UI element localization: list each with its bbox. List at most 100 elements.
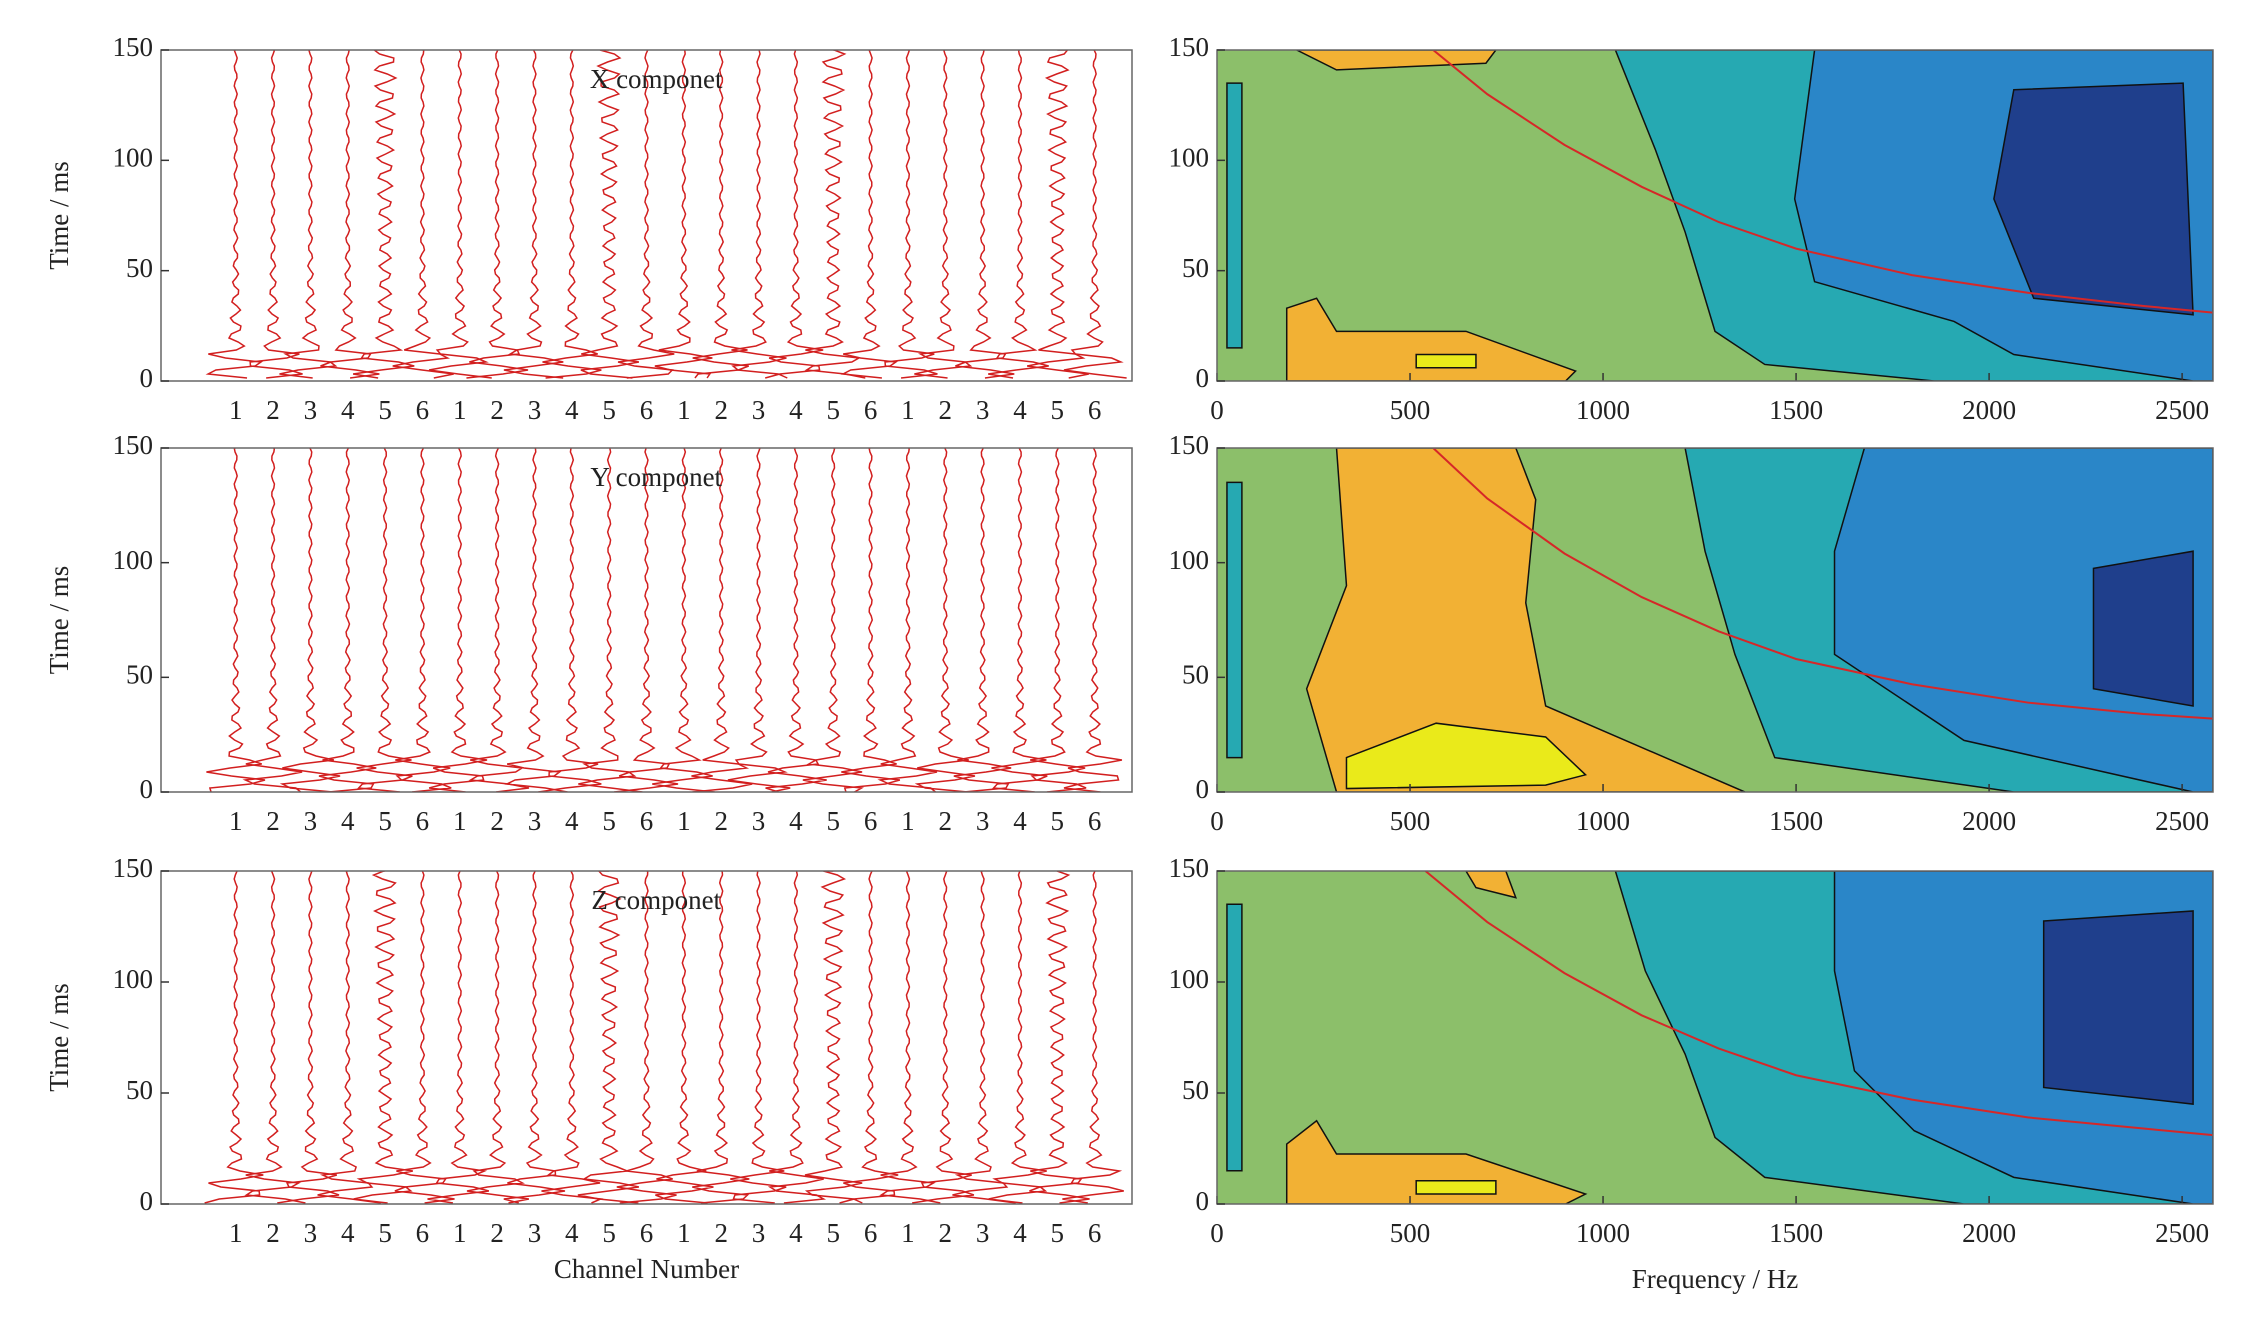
x-tick-label: 1 [677,1218,691,1248]
trace [691,448,753,792]
x-tick-label: 6 [640,395,654,425]
x-tick-label: 0 [1210,1218,1224,1248]
trace [538,448,602,792]
x-tick-label: 5 [826,395,840,425]
y-tick-label: 100 [1169,964,1210,994]
trace [356,448,413,792]
x-tick-label: 1 [677,395,691,425]
trace [988,871,1048,1204]
contour-level [1285,297,1577,381]
y-tick-label: 150 [1169,430,1210,460]
y-tick-label: 100 [113,143,154,173]
x-tick-label: 1500 [1769,806,1823,836]
trace [503,871,566,1204]
x-tick-label: 2 [266,1218,280,1248]
y-tick-label: 100 [1169,545,1210,575]
x-tick-label: 1500 [1769,1218,1823,1248]
x-tick-label: 1 [229,806,243,836]
plot-frame [1216,870,2214,1205]
y-axis-label: Time / ms [44,566,74,675]
x-tick-label: 1 [453,806,467,836]
trace [318,448,377,792]
trace [1026,50,1089,379]
y-tick-label: 0 [140,1186,154,1216]
x-tick-label: 1 [901,1218,915,1248]
trace [580,50,640,379]
trace [504,448,568,792]
x-tick-label: 6 [864,1218,878,1248]
dispersion-curve [1432,50,2213,314]
x-tick-label: 3 [528,806,542,836]
x-tick-label: 5 [602,395,616,425]
x-tick-label: 4 [565,1218,579,1248]
y-tick-label: 100 [1169,143,1210,173]
x-tick-label: 6 [416,806,430,836]
contour-level [1226,82,1243,349]
y-tick-label: 50 [126,660,153,690]
x-tick-label: 5 [1051,1218,1065,1248]
trace [692,50,749,379]
trace [692,871,750,1204]
x-tick-label: 4 [1013,1218,1027,1248]
x-tick-label: 3 [304,395,318,425]
x-tick-label: 6 [640,806,654,836]
trace [879,871,941,1204]
x-tick-label: 3 [976,806,990,836]
trace [395,448,452,792]
contour-level [1415,353,1477,369]
plot-area [206,448,1123,792]
y-tick-label: 100 [113,964,154,994]
trace [204,871,264,1204]
x-tick-label: 5 [602,1218,616,1248]
x-tick-label: 500 [1390,1218,1431,1248]
trace [988,50,1049,379]
x-tick-label: 0 [1210,806,1224,836]
x-tick-label: 3 [304,1218,318,1248]
trace [914,50,973,379]
trace [616,871,677,1204]
x-tick-label: 3 [304,806,318,836]
trace [991,448,1048,792]
trace [840,50,898,379]
y-tick-label: 150 [113,430,154,460]
x-axis-label: Frequency / Hz [1632,1264,1798,1294]
trace [877,448,938,792]
trace [578,448,643,792]
x-tick-label: 2 [490,395,504,425]
contour-level [2042,910,2194,1105]
x-tick-label: 2000 [1962,1218,2016,1248]
x-tick-label: 3 [752,806,766,836]
plot-frame [1216,49,2214,382]
trace [503,50,564,379]
x-tick-label: 2 [266,806,280,836]
contour-level [1226,903,1243,1172]
x-tick-label: 6 [1088,395,1102,425]
x-tick-label: 2 [714,806,728,836]
x-tick-label: 5 [378,1218,392,1248]
x-tick-label: 2000 [1962,806,2016,836]
y-tick-label: 150 [1169,32,1210,62]
x-tick-label: 4 [341,806,355,836]
x-tick-label: 3 [528,1218,542,1248]
contour-level [1993,82,2194,316]
trace [392,50,454,379]
trace [466,871,530,1204]
x-tick-label: 5 [826,1218,840,1248]
y-tick-label: 0 [140,774,154,804]
x-tick-label: 4 [565,395,579,425]
x-tick-label: 3 [976,395,990,425]
trace [765,50,824,379]
trace [804,871,863,1204]
trace [802,448,865,792]
x-tick-label: 4 [565,806,579,836]
x-tick-label: 1000 [1576,806,1630,836]
trace [767,871,827,1204]
x-tick-label: 4 [341,1218,355,1248]
y-tick-label: 0 [1196,1186,1210,1216]
trace [468,448,530,792]
x-tick-label: 4 [789,806,803,836]
x-tick-label: 2500 [2155,395,2209,425]
x-tick-label: 1 [229,1218,243,1248]
trace [577,871,640,1204]
x-tick-label: 2 [490,806,504,836]
